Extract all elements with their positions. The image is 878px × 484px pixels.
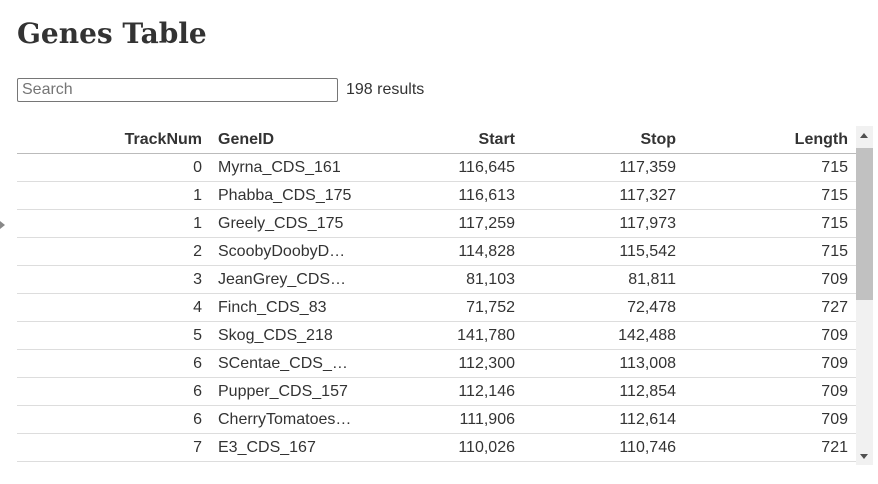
cell-stop: 115,542 [523,237,684,266]
table-row[interactable]: 3 JeanGrey_CDS_… 81,103 81,811 709 [17,265,856,294]
table-row[interactable]: 6 SCentae_CDS_156 112,300 113,008 709 [17,349,856,378]
column-header-stop[interactable]: Stop [523,126,684,154]
cell-stop: 117,359 [523,153,684,182]
cell-start: 114,828 [362,237,523,266]
cell-tracknum: 6 [17,349,210,378]
cell-tracknum: 6 [17,405,210,434]
cell-length: 715 [684,237,856,266]
cell-tracknum: 3 [17,265,210,294]
cell-start: 112,300 [362,349,523,378]
cell-stop: 81,811 [523,265,684,294]
column-header-start[interactable]: Start [362,126,523,154]
cell-geneid: E3_CDS_167 [210,433,362,462]
cell-start: 116,613 [362,181,523,210]
cell-start: 81,103 [362,265,523,294]
scrollbar-thumb[interactable] [856,148,873,300]
column-header-tracknum[interactable]: TrackNum [17,126,210,154]
cell-geneid: Greely_CDS_175 [210,209,362,238]
cell-stop: 72,478 [523,293,684,322]
table-row[interactable]: 7 E3_CDS_167 110,026 110,746 721 [17,433,856,462]
cell-stop: 112,854 [523,377,684,406]
cell-length: 709 [684,349,856,378]
cell-tracknum: 0 [17,153,210,182]
cell-tracknum: 1 [17,181,210,210]
cell-tracknum: 1 [17,209,210,238]
cell-geneid: JeanGrey_CDS_… [210,265,362,294]
cell-geneid: Myrna_CDS_161 [210,153,362,182]
cell-geneid: SCentae_CDS_156 [210,349,362,378]
table-row[interactable]: 6 CherryTomatoes_… 111,906 112,614 709 [17,405,856,434]
table-row[interactable]: 2 ScoobyDoobyDo… 114,828 115,542 715 [17,237,856,266]
table-scrollbar[interactable] [856,126,873,465]
search-input[interactable] [17,78,338,102]
cell-geneid: Skog_CDS_218 [210,321,362,350]
table-row[interactable]: 5 Skog_CDS_218 141,780 142,488 709 [17,321,856,350]
column-header-length[interactable]: Length [684,126,856,154]
cell-tracknum: 2 [17,237,210,266]
cell-length: 709 [684,265,856,294]
arrow-up-icon[interactable] [860,133,868,138]
page-title: Genes Table [17,17,207,50]
arrow-down-icon[interactable] [860,454,868,459]
cell-length: 709 [684,377,856,406]
cell-stop: 142,488 [523,321,684,350]
caret-right-icon [0,221,5,229]
cell-geneid: Phabba_CDS_175 [210,181,362,210]
cell-geneid: Finch_CDS_83 [210,293,362,322]
table-row[interactable]: 6 Pupper_CDS_157 112,146 112,854 709 [17,377,856,406]
cell-length: 715 [684,209,856,238]
cell-start: 141,780 [362,321,523,350]
cell-stop: 113,008 [523,349,684,378]
column-header-geneid[interactable]: GeneID [210,126,362,154]
genes-table: TrackNum GeneID Start Stop Length 0 Myrna… [17,126,856,462]
results-count: 198 results [346,81,425,98]
table-row[interactable]: 1 Phabba_CDS_175 116,613 117,327 715 [17,181,856,210]
cell-start: 110,026 [362,433,523,462]
cell-tracknum: 6 [17,377,210,406]
cell-tracknum: 4 [17,293,210,322]
cell-start: 112,146 [362,377,523,406]
table-row[interactable]: 0 Myrna_CDS_161 116,645 117,359 715 [17,153,856,182]
cell-length: 715 [684,153,856,182]
cell-length: 715 [684,181,856,210]
cell-geneid: ScoobyDoobyDo… [210,237,362,266]
table-body: 0 Myrna_CDS_161 116,645 117,359 715 1 Phabba_C… [17,153,856,462]
table-header-row: TrackNum GeneID Start Stop Length [17,126,856,154]
cell-length: 709 [684,405,856,434]
cell-start: 117,259 [362,209,523,238]
cell-start: 71,752 [362,293,523,322]
cell-stop: 110,746 [523,433,684,462]
cell-start: 111,906 [362,405,523,434]
cell-stop: 117,327 [523,181,684,210]
cell-length: 727 [684,293,856,322]
cell-stop: 117,973 [523,209,684,238]
table-row[interactable]: 4 Finch_CDS_83 71,752 72,478 727 [17,293,856,322]
cell-geneid: CherryTomatoes_… [210,405,362,434]
cell-length: 721 [684,433,856,462]
cell-geneid: Pupper_CDS_157 [210,377,362,406]
cell-length: 709 [684,321,856,350]
table-row[interactable]: 1 Greely_CDS_175 117,259 117,973 715 [17,209,856,238]
cell-tracknum: 7 [17,433,210,462]
cell-start: 116,645 [362,153,523,182]
genes-table-viewport: TrackNum GeneID Start Stop Length 0 Myrna… [17,126,856,464]
cell-tracknum: 5 [17,321,210,350]
cell-stop: 112,614 [523,405,684,434]
